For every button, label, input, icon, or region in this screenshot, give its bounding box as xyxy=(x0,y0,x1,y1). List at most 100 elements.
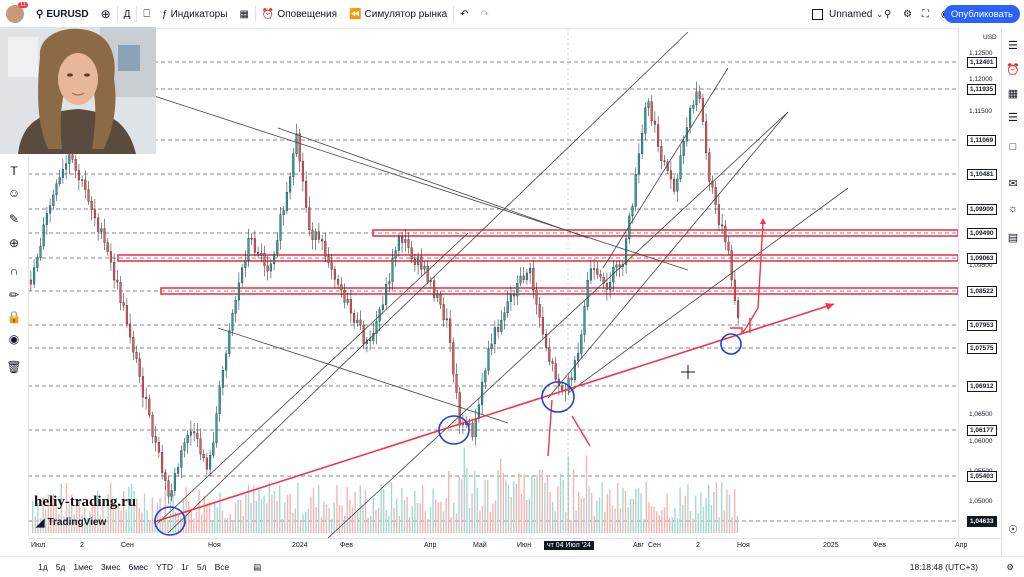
chart-type-button[interactable]: ⎕ xyxy=(137,0,156,28)
range-button[interactable]: YTD xyxy=(156,562,174,572)
layout-select[interactable]: Unnamed ⌄ xyxy=(806,0,889,28)
symbol-search[interactable]: ⚲ EURUSD xyxy=(30,0,95,28)
settings-button[interactable]: ⚙ xyxy=(1002,562,1018,573)
volume-bar xyxy=(474,471,476,533)
candle-body xyxy=(301,161,304,182)
candle-body xyxy=(260,253,263,256)
indicators-button[interactable]: ƒ Индикаторы xyxy=(156,0,233,28)
pencil-lock-icon[interactable]: ✏ xyxy=(8,288,20,302)
top-toolbar: 11 ⚲ EURUSD ⊕ Д ⎕ ƒ Индикаторы ▦ ⏰ Опове… xyxy=(0,0,1024,29)
volume-bar xyxy=(338,504,341,533)
candle-body xyxy=(445,318,448,321)
candle-body xyxy=(221,370,224,388)
candle-body xyxy=(269,263,272,272)
volume-bar xyxy=(627,507,629,533)
publish-button[interactable]: Опубликовать xyxy=(943,5,1020,23)
volume-bar xyxy=(588,485,590,533)
templates-button[interactable]: ▦ xyxy=(233,0,254,28)
interval-button[interactable]: Д xyxy=(118,0,137,28)
compare-button[interactable]: ⊕ xyxy=(95,0,117,28)
price-level-label: 1,09909 xyxy=(967,204,997,215)
symbol-label: EURUSD xyxy=(46,8,89,20)
candle-body xyxy=(535,289,538,305)
redo-button[interactable]: ↷ xyxy=(475,0,495,28)
fullscreen-button[interactable]: ⛶ xyxy=(916,0,935,28)
range-button[interactable]: 1д xyxy=(38,562,48,572)
watchlist-icon[interactable]: ☰ xyxy=(1008,39,1018,52)
clock[interactable]: 18:18:48 (UTC+3) xyxy=(909,562,978,572)
replay-button[interactable]: ⏪ Симулятор рынка xyxy=(343,0,453,28)
candle-body xyxy=(577,353,580,361)
currency-label: USD xyxy=(983,34,997,41)
volume-bar xyxy=(669,518,671,533)
layers-icon[interactable]: ☰ xyxy=(1008,111,1018,124)
volume-bar xyxy=(388,515,390,533)
highlight-circle xyxy=(154,506,186,536)
volume-bar xyxy=(705,497,707,533)
user-avatar[interactable]: 11 xyxy=(6,2,28,23)
candle-body xyxy=(177,467,180,474)
volume-bar xyxy=(541,469,543,533)
chat-icon[interactable]: □ xyxy=(1009,141,1017,153)
volume-bar xyxy=(245,494,247,533)
price-level-label: 1,05403 xyxy=(967,471,997,482)
volume-bar xyxy=(175,511,177,533)
lock-icon[interactable]: 🔒 xyxy=(6,310,22,324)
calendar-icon[interactable]: ▤ xyxy=(1007,231,1019,244)
price-chart[interactable] xyxy=(28,28,958,538)
trash-icon[interactable]: 🗑 xyxy=(6,360,22,374)
volume-bar xyxy=(297,482,299,533)
range-button[interactable]: 3мес xyxy=(100,562,121,572)
candle-body xyxy=(484,370,487,383)
volume-bar xyxy=(219,492,221,533)
notification-icon[interactable]: ✉ xyxy=(1008,177,1018,190)
candle-body xyxy=(157,442,160,453)
calendar-range-button[interactable]: ▤ xyxy=(249,562,265,573)
magnet-icon[interactable]: ∩ xyxy=(9,264,19,278)
candle-body xyxy=(257,252,260,256)
volume-bar xyxy=(289,493,291,533)
candle-body xyxy=(717,204,720,225)
volume-bar xyxy=(159,497,161,533)
text-tool-icon[interactable]: T xyxy=(10,164,18,178)
settings-button[interactable]: ⚙ xyxy=(897,0,918,28)
idea-icon[interactable]: ☼ xyxy=(1007,203,1019,215)
eye-icon[interactable]: ◉ xyxy=(8,332,20,346)
range-button[interactable]: 5д xyxy=(55,562,66,572)
alarm-clock-icon[interactable]: ⏰ xyxy=(1006,63,1020,76)
range-button[interactable]: 5л xyxy=(196,562,207,572)
volume-bar xyxy=(318,485,320,533)
volume-bar xyxy=(331,518,333,533)
time-tick-label: Фев xyxy=(873,542,886,549)
undo-button[interactable]: ↶ xyxy=(454,0,474,28)
volume-bar xyxy=(364,488,367,533)
price-tick-label: 1,09500 xyxy=(969,262,993,269)
volume-bar xyxy=(487,479,489,533)
trend-line xyxy=(602,67,729,269)
range-button[interactable]: Все xyxy=(214,562,230,572)
candle-body xyxy=(471,422,474,438)
volume-bar xyxy=(224,517,226,533)
volume-bar xyxy=(380,484,382,533)
alerts-button[interactable]: ⏰ Оповещения xyxy=(256,0,343,28)
zoom-in-icon[interactable]: ⊕ xyxy=(8,236,20,250)
emoji-icon[interactable]: ☺ xyxy=(7,186,21,200)
volume-bar xyxy=(149,520,151,533)
data-window-icon[interactable]: ▦ xyxy=(1007,87,1019,100)
volume-bar xyxy=(411,505,413,533)
volume-bar xyxy=(715,481,718,533)
time-axis[interactable]: Июл 2 Сен Ноя 2024 Фев Апр Май Июн чт 04 Июл '24 А… xyxy=(28,538,1002,557)
volume-bar xyxy=(240,499,242,533)
range-button[interactable]: 1г xyxy=(181,562,189,572)
help-icon[interactable]: ☉ xyxy=(1008,523,1018,536)
range-button[interactable]: 6мес xyxy=(128,562,149,572)
price-level-label: 1,11069 xyxy=(967,135,997,146)
candle-body xyxy=(474,418,477,438)
volume-bar xyxy=(68,504,70,533)
range-button[interactable]: 1мес xyxy=(73,562,93,572)
price-axis[interactable]: USD 1,125001,120001,115001,095001,070001… xyxy=(958,28,1003,538)
arrow-head xyxy=(825,303,834,310)
ruler-icon[interactable]: ✎ xyxy=(8,212,20,226)
quick-search-button[interactable]: ⚲ xyxy=(878,0,897,28)
volume-bar xyxy=(346,486,348,533)
